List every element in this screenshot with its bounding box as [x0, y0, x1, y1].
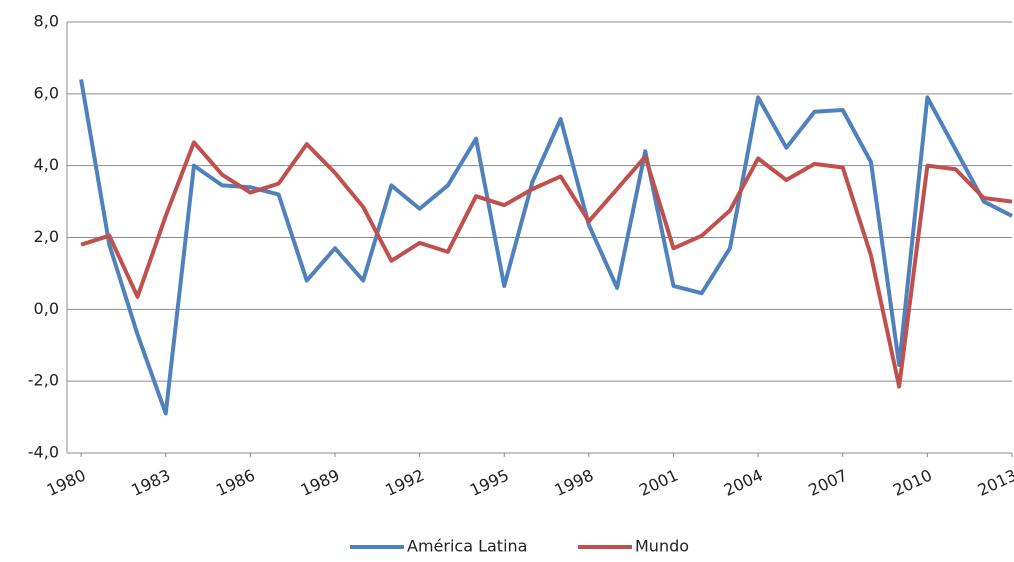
x-tick-label: 2001	[636, 465, 681, 499]
y-tick-label: -2,0	[28, 371, 59, 390]
legend-label: Mundo	[635, 537, 689, 556]
series-line	[80, 140, 1013, 389]
y-tick-label: -4,0	[28, 443, 59, 462]
x-tick-label: 1992	[382, 465, 427, 499]
series-line	[79, 79, 1013, 416]
y-tick-label: 8,0	[34, 12, 59, 31]
x-tick-label: 2013	[975, 465, 1014, 499]
y-tick-label: 6,0	[34, 83, 59, 102]
y-tick-label: 0,0	[34, 299, 59, 318]
y-tick-label: 4,0	[34, 155, 59, 174]
x-tick-label: 2007	[805, 465, 850, 499]
legend-label: América Latina	[407, 537, 527, 556]
x-tick-label: 2004	[721, 465, 766, 499]
x-tick-label: 1986	[213, 465, 258, 499]
x-tick-label: 1995	[467, 465, 512, 499]
x-tick-label: 1980	[44, 465, 89, 499]
x-tick-label: 1983	[128, 465, 173, 499]
x-tick-label: 1998	[552, 465, 597, 499]
x-tick-label: 1989	[298, 465, 343, 499]
x-tick-label: 2010	[890, 465, 935, 499]
y-tick-label: 2,0	[34, 227, 59, 246]
